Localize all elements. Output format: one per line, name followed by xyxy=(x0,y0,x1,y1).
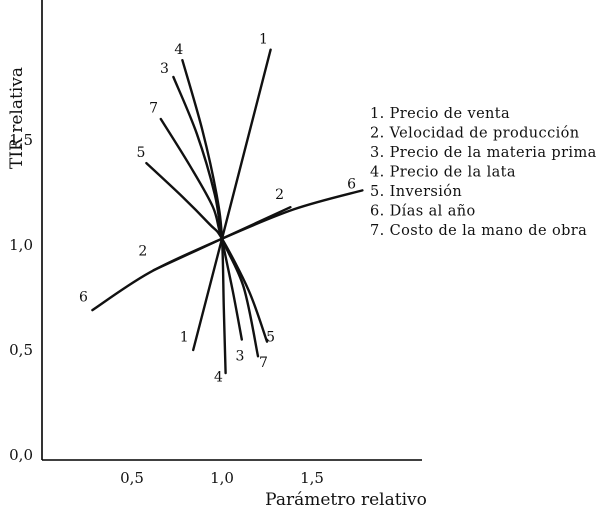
line-label-7: 7 xyxy=(259,355,268,371)
series-line-1 xyxy=(192,48,272,352)
x-tick-label: 0,5 xyxy=(120,469,144,487)
line-label-4: 4 xyxy=(214,370,223,386)
axis-ticks: 0,5 1,0 1,5 0,0 0,5 1,0 1,5 xyxy=(9,131,324,487)
line-label-5: 5 xyxy=(266,330,275,346)
line-label-1: 1 xyxy=(180,330,189,346)
legend-entry: 7. Costo de la mano de obra xyxy=(370,223,587,239)
series-line-4 xyxy=(181,59,227,375)
y-tick-label: 0,5 xyxy=(9,341,33,359)
legend: 1. Precio de venta 2. Velocidad de produc… xyxy=(370,106,597,239)
legend-entry: 6. Días al año xyxy=(370,204,476,220)
y-axis-title: TIR relativa xyxy=(7,67,27,169)
legend-entry: 2. Velocidad de producción xyxy=(370,126,580,142)
line-label-3: 3 xyxy=(160,61,169,77)
x-tick-label: 1,5 xyxy=(300,469,324,487)
y-tick-label: 1,0 xyxy=(9,236,33,254)
legend-entry: 3. Precio de la materia prima xyxy=(370,145,597,161)
line-label-6: 6 xyxy=(347,176,356,192)
series-line-3 xyxy=(172,75,243,341)
line-label-7: 7 xyxy=(149,101,158,117)
x-tick-label: 1,0 xyxy=(210,469,234,487)
legend-entry: 5. Inversión xyxy=(370,184,462,200)
x-axis-title: Parámetro relativo xyxy=(265,490,427,510)
series-lines xyxy=(91,48,364,375)
y-tick-label: 1,5 xyxy=(9,131,33,149)
legend-entry: 1. Precio de venta xyxy=(370,106,510,122)
series-line-5 xyxy=(145,161,269,343)
chart-axes xyxy=(41,0,422,461)
line-label-4: 4 xyxy=(174,42,183,58)
line-label-2: 2 xyxy=(275,187,284,203)
line-label-2: 2 xyxy=(138,244,147,260)
series-line-7 xyxy=(159,117,260,358)
legend-entry: 4. Precio de la lata xyxy=(370,165,516,181)
y-tick-label: 0,0 xyxy=(9,446,33,464)
line-label-3: 3 xyxy=(236,349,245,365)
line-label-6: 6 xyxy=(79,290,88,306)
line-label-1: 1 xyxy=(259,31,268,47)
line-label-5: 5 xyxy=(137,145,146,161)
